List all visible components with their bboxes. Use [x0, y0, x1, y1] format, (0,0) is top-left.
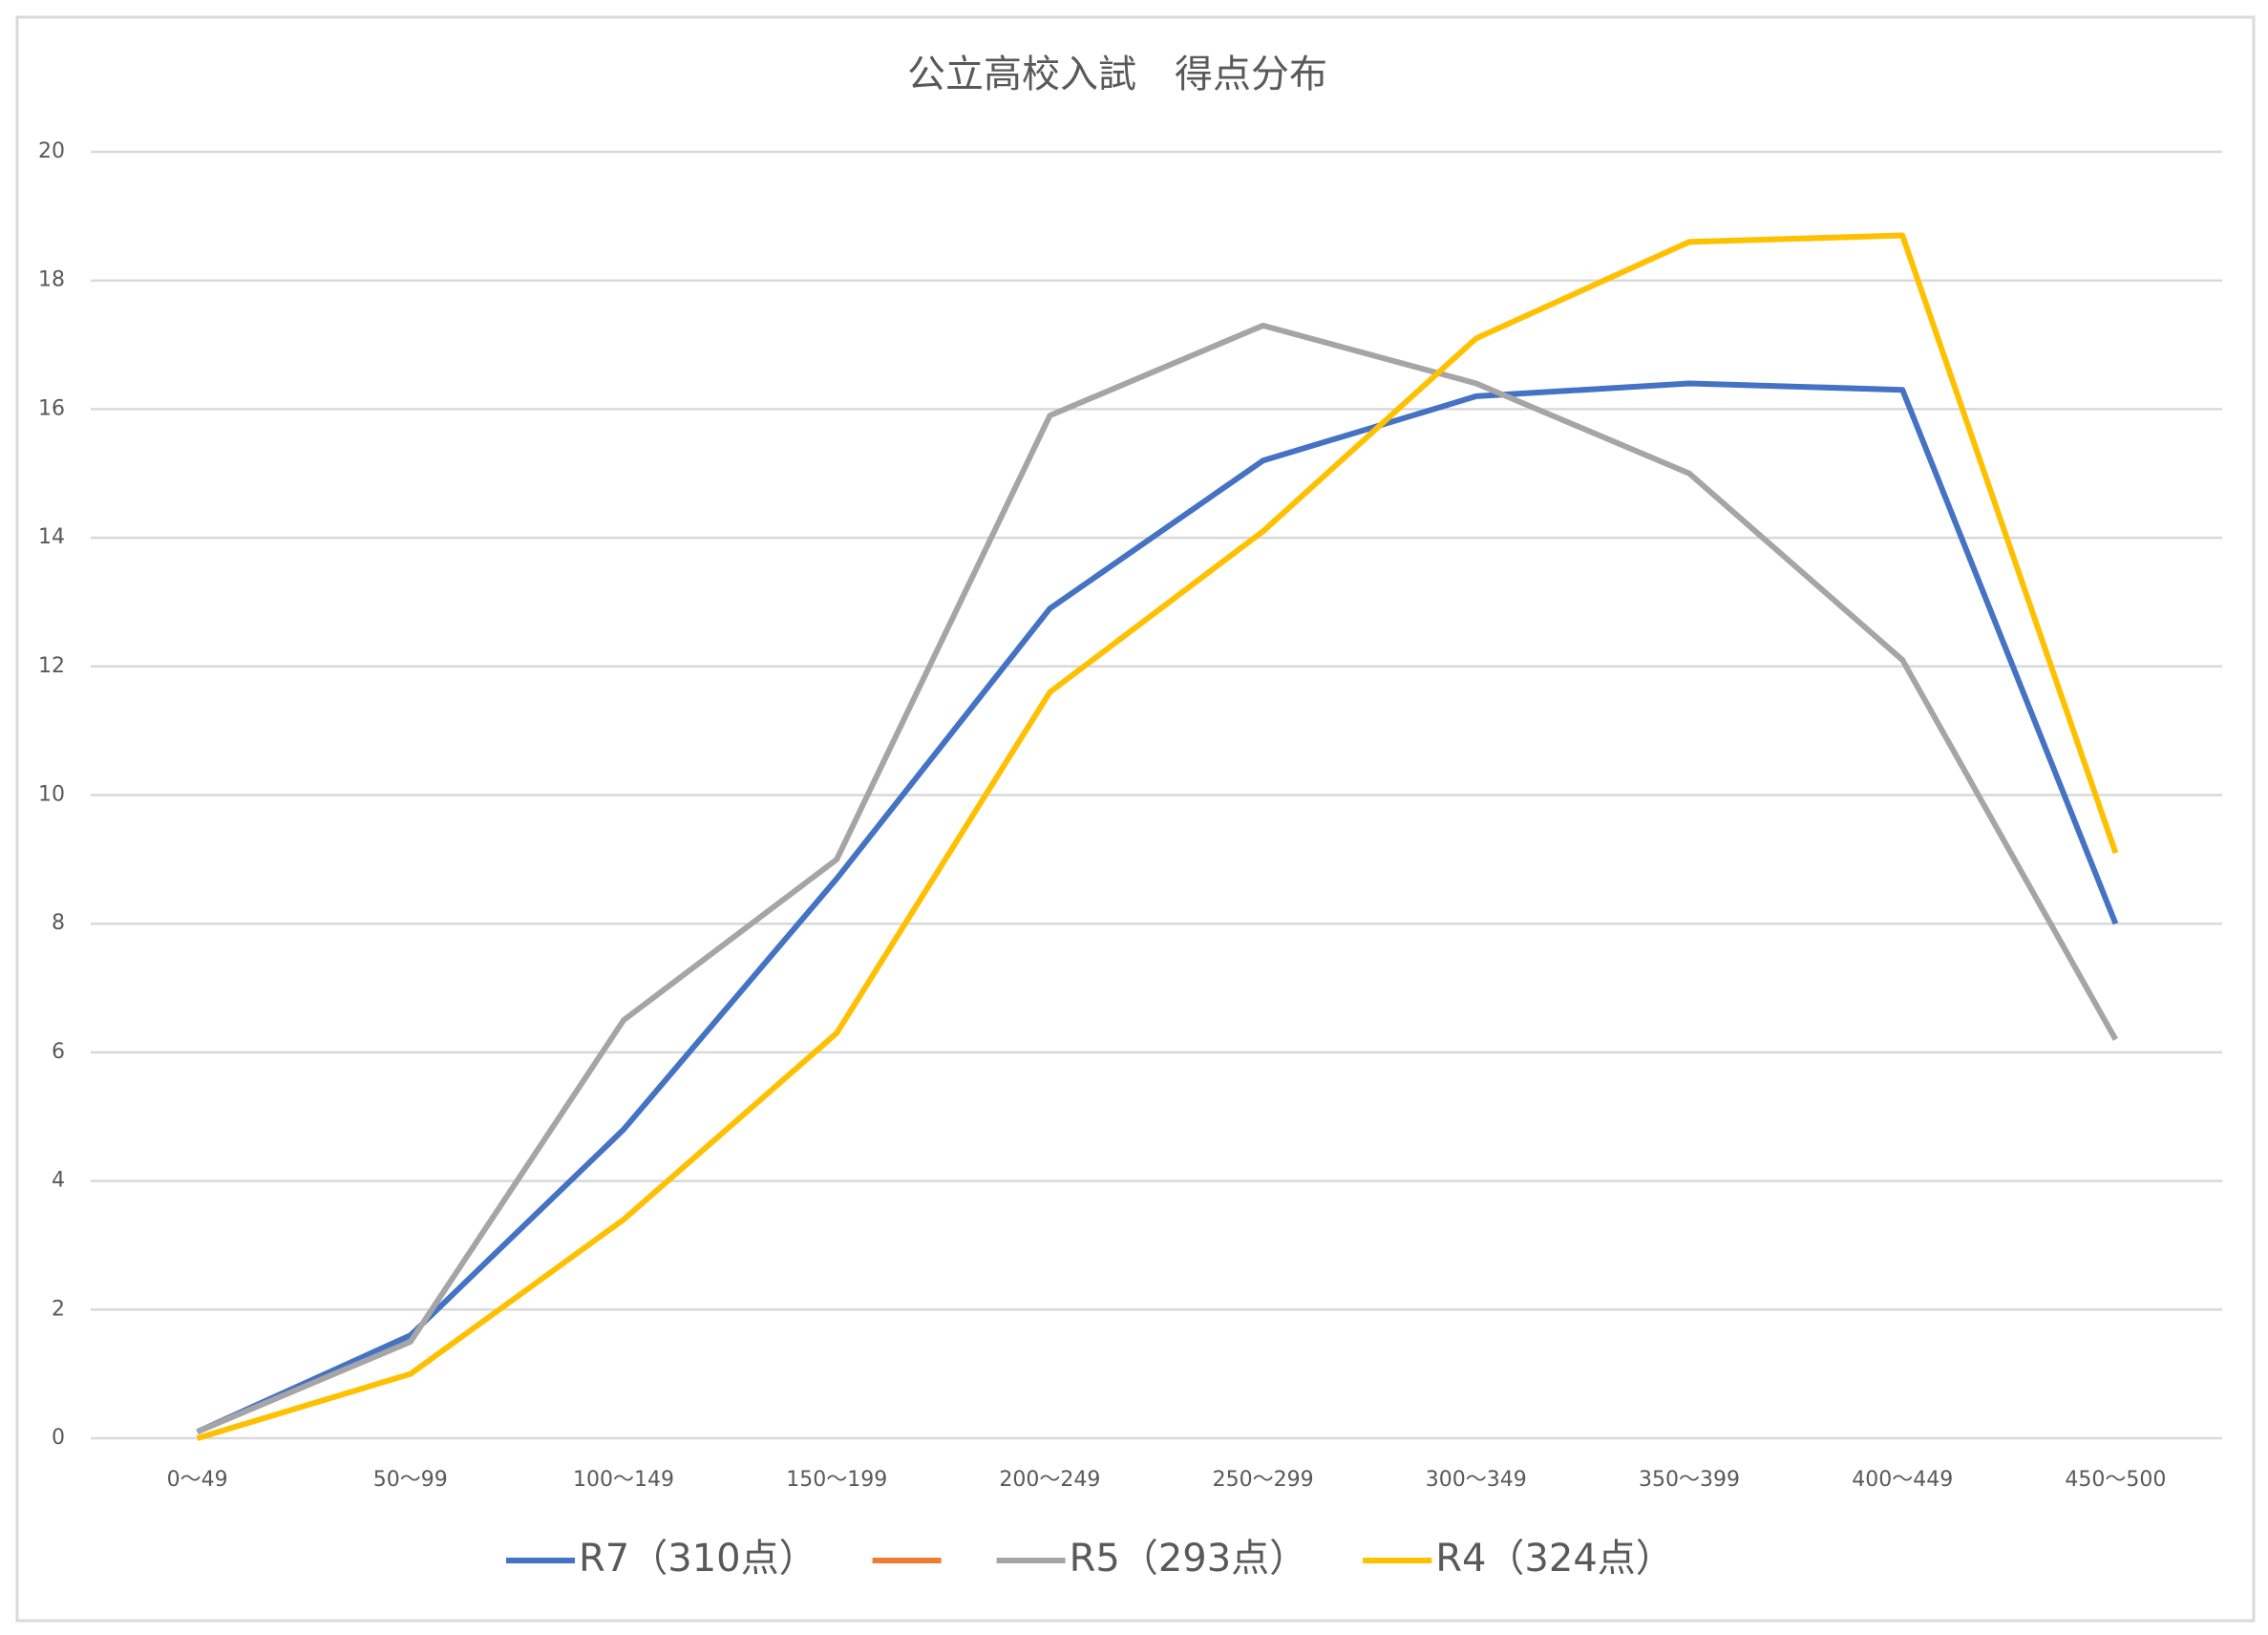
- legend-label: R4（324点）: [1435, 1537, 1674, 1581]
- x-tick-label: 0〜49: [167, 1468, 228, 1492]
- y-tick-label: 6: [52, 1040, 65, 1064]
- legend-label: R5（293点）: [1070, 1537, 1308, 1581]
- x-tick-label: 350〜399: [1639, 1468, 1740, 1492]
- line-series: [196, 380, 2119, 1435]
- x-tick-label: 450〜500: [2065, 1468, 2166, 1492]
- y-tick-label: 16: [38, 396, 65, 420]
- y-tick-label: 14: [38, 525, 65, 549]
- x-tick-label: 300〜349: [1426, 1468, 1527, 1492]
- y-tick-label: 12: [38, 654, 65, 678]
- y-tick-label: 8: [52, 911, 65, 935]
- line-series: [196, 322, 2119, 1435]
- x-tick-label: 200〜249: [999, 1468, 1100, 1492]
- x-tick-label: 250〜299: [1213, 1468, 1314, 1492]
- y-tick-label: 18: [38, 268, 65, 292]
- line-series: [196, 232, 2119, 1441]
- chart-border: [15, 15, 2256, 1623]
- x-tick-label: 50〜99: [373, 1468, 448, 1492]
- chart-title: 公立高校入試 得点分布: [907, 53, 1327, 96]
- legend-label: R7（310点）: [579, 1537, 817, 1581]
- y-tick-label: 20: [38, 139, 65, 163]
- y-tick-label: 4: [52, 1169, 65, 1193]
- x-tick-label: 400〜449: [1852, 1468, 1953, 1492]
- x-tick-label: 100〜149: [573, 1468, 674, 1492]
- y-tick-label: 0: [52, 1426, 65, 1450]
- x-tick-label: 150〜199: [786, 1468, 887, 1492]
- y-tick-label: 10: [38, 783, 65, 807]
- y-tick-label: 2: [52, 1297, 65, 1321]
